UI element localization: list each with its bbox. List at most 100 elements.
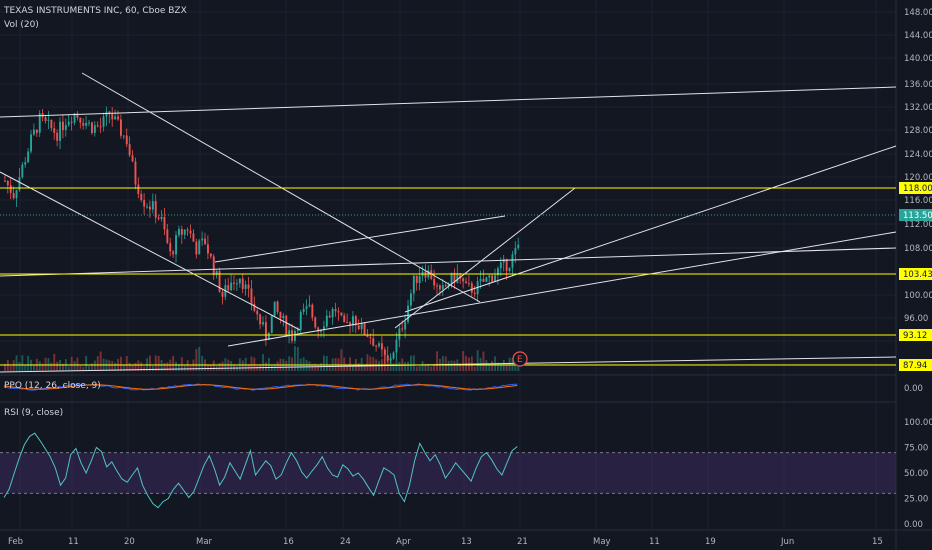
volume-bar <box>389 356 392 371</box>
candle-body <box>349 322 351 326</box>
price-axis-label: 100.00 <box>904 291 932 301</box>
volume-bar <box>508 357 511 371</box>
candle-body <box>21 164 24 178</box>
volume-bar <box>108 360 111 371</box>
candle-body <box>9 185 12 193</box>
volume-bar <box>50 362 53 371</box>
volume-bar <box>412 355 415 371</box>
candle-body <box>122 135 125 137</box>
trend-line <box>0 171 301 331</box>
candle-body <box>24 162 27 165</box>
volume-bar <box>343 357 346 371</box>
candle-body <box>33 129 35 135</box>
volume-bar <box>201 356 204 371</box>
candle-body <box>209 253 212 257</box>
candle-body <box>514 248 517 255</box>
candle-body <box>166 229 169 243</box>
volume-bar <box>465 355 467 371</box>
candle-body <box>508 267 511 271</box>
volume-bar <box>131 365 134 371</box>
candle-body <box>334 308 337 312</box>
volume-bar <box>111 360 114 371</box>
price-axis: 148.00 144.00 140.00 136.00 132.00 128.00 124.… <box>904 8 932 324</box>
trend-line <box>227 231 897 347</box>
candle-body <box>70 121 73 123</box>
candle-body <box>102 116 105 127</box>
rsi-legend[interactable]: RSI (9, close) <box>4 408 64 418</box>
volume-bar <box>157 355 160 371</box>
candle-body <box>473 292 476 295</box>
candle-body <box>340 312 343 316</box>
candle-body <box>27 151 30 163</box>
candle-body <box>88 122 90 124</box>
volume-bar <box>517 365 520 371</box>
volume-bar <box>38 361 41 371</box>
candle-body <box>491 275 494 282</box>
price-axis-label: 148.00 <box>904 8 932 18</box>
candle-body <box>218 270 221 292</box>
volume-bar <box>41 363 44 371</box>
volume-bar <box>285 360 288 371</box>
candle-body <box>288 330 291 335</box>
volume-bar <box>491 360 494 371</box>
candle-body <box>189 230 192 234</box>
candle-body <box>160 216 163 219</box>
candle-body <box>276 301 279 312</box>
volume-bar <box>27 355 30 371</box>
volume-bar <box>505 364 508 371</box>
volume-bar <box>276 361 279 371</box>
volume-bar <box>334 357 337 371</box>
candle-body <box>73 113 76 123</box>
volume-bar <box>85 355 88 371</box>
candle-body <box>320 329 322 332</box>
candle-body <box>415 275 418 284</box>
candle-body <box>64 125 67 131</box>
candle-body <box>186 229 189 231</box>
candle-body <box>343 315 346 323</box>
volume-bar <box>137 360 140 371</box>
candle-body <box>96 125 99 127</box>
volume-legend[interactable]: Vol (20) <box>4 20 39 30</box>
volume-bar <box>9 366 12 371</box>
candle-body <box>450 272 453 285</box>
price-axis-label: 120.00 <box>904 173 932 183</box>
volume-bar <box>340 349 343 371</box>
candle-body <box>140 194 143 201</box>
volume-bar <box>143 366 146 371</box>
ppo-legend[interactable]: PPO (12, 26, close, 9) <box>4 381 101 391</box>
grid-lines <box>0 0 896 530</box>
trend-line <box>394 187 576 329</box>
volume-bar <box>357 363 360 371</box>
time-axis: Feb 11 20 Mar 16 24 Apr 13 21 May 11 19 Jun 15 <box>8 537 883 547</box>
time-axis-label: 11 <box>68 537 79 547</box>
volume-bar <box>311 363 314 371</box>
candle-body <box>262 322 264 325</box>
price-axis-label: 124.00 <box>904 150 932 160</box>
price-axis-label: 96.00 <box>904 314 928 324</box>
trend-line <box>214 215 506 263</box>
volume-bar <box>447 360 450 371</box>
trendlines <box>0 72 897 373</box>
candle-body <box>346 322 349 324</box>
volume-bar <box>462 351 465 371</box>
candle-body <box>265 322 267 340</box>
volume-bar <box>79 365 82 371</box>
candle-body <box>439 285 441 290</box>
candle-body <box>192 233 195 242</box>
candle-body <box>67 121 70 126</box>
symbol-legend[interactable]: TEXAS INSTRUMENTS INC, 60, Cboe BZX <box>4 6 187 16</box>
candle-body <box>459 273 462 279</box>
volume-bar <box>114 362 117 371</box>
volume-bar <box>404 362 407 371</box>
candle-body <box>470 283 473 293</box>
earnings-marker-icon <box>512 351 528 367</box>
candle-body <box>392 352 395 359</box>
candle-body <box>250 288 253 304</box>
volume-bar <box>488 364 491 371</box>
candle-body <box>352 316 354 326</box>
volume-bar <box>410 355 412 371</box>
candle-body <box>12 192 15 199</box>
volume-bar <box>82 366 85 371</box>
ppo-signal-line <box>3 384 518 390</box>
